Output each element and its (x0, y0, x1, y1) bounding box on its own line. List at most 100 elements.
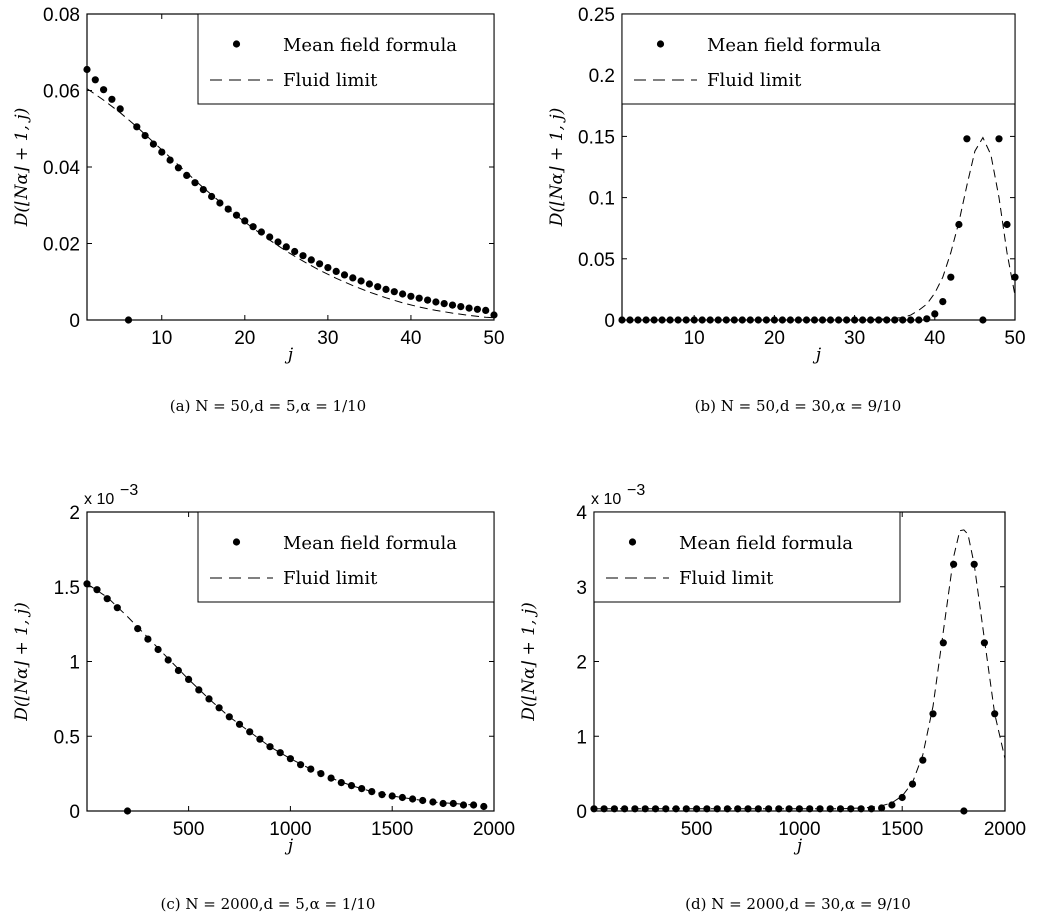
mean-field-point (398, 793, 406, 802)
mean-field-point (672, 805, 680, 813)
mean-field-point (390, 288, 398, 296)
mean-field-point (133, 123, 141, 131)
y-tick-label: 3 (576, 578, 587, 599)
mean-field-point (358, 785, 366, 793)
mean-field-point (898, 793, 906, 802)
mean-field-point (241, 217, 249, 225)
mean-field-point (618, 316, 626, 324)
mean-field-point (337, 779, 345, 787)
mean-field-point (191, 179, 199, 187)
y-tick-label: 1 (69, 653, 80, 674)
mean-field-point (795, 805, 804, 813)
mean-field-point (600, 805, 608, 813)
mean-field-point (205, 695, 213, 703)
mean-field-point (693, 805, 701, 813)
mean-field-point (713, 805, 721, 813)
mean-field-point (297, 761, 305, 769)
panel-caption: (a) N = 50,d = 5,α = 1/10 (170, 397, 366, 415)
panel-caption: (b) N = 50,d = 30,α = 9/10 (695, 397, 902, 415)
mean-field-point (174, 666, 182, 675)
legend-box (197, 511, 495, 603)
x-tick-label: 1000 (269, 819, 311, 840)
y-tick-label: 0.04 (43, 158, 80, 179)
legend-label: Mean field formula (707, 35, 881, 56)
mean-field-point (276, 749, 284, 757)
mean-field-point (754, 316, 762, 324)
mean-field-point (929, 710, 937, 718)
x-axis-label: j (284, 836, 294, 856)
mean-field-point (174, 164, 182, 172)
mean-field-point (650, 316, 658, 324)
mean-field-point (144, 635, 152, 643)
mean-field-point (266, 743, 274, 751)
mean-field-point (995, 135, 1003, 143)
mean-field-point (826, 316, 835, 324)
mean-field-point (429, 798, 437, 806)
legend: Mean field formula Fluid limit (593, 511, 901, 603)
chart-panel-d: 500 1000 1500 2000 0 1 2 3 4x 10 −3 j D(⌊Nα⌋ + 1, j… (519, 482, 1026, 913)
y-multiplier-exponent: −3 (120, 482, 138, 499)
panel-caption: (d) N = 2000,d = 30,α = 9/10 (685, 895, 911, 913)
y-tick-label: 1.5 (54, 578, 80, 599)
mean-field-point (794, 316, 803, 324)
mean-field-point (480, 802, 488, 811)
legend-box (197, 13, 495, 105)
mean-field-point (746, 316, 754, 324)
mean-field-point (802, 316, 811, 324)
mean-field-point (473, 305, 481, 313)
y-tick-label: 0.5 (54, 727, 80, 748)
mean-field-point (340, 271, 349, 279)
x-tick-label: 500 (173, 819, 205, 840)
mean-field-point (915, 316, 923, 324)
mean-field-point (299, 252, 307, 260)
mean-field-point (470, 801, 478, 809)
mean-field-point (224, 205, 232, 213)
mean-field-point (307, 765, 315, 773)
mean-field-point (365, 280, 373, 288)
series-group (87, 583, 484, 807)
mean-field-point (235, 720, 244, 728)
x-tick-label: 50 (1004, 328, 1025, 349)
fluid-limit-line (87, 583, 484, 807)
mean-field-point (185, 675, 193, 684)
mean-field-point (465, 304, 473, 312)
mean-field-point (806, 805, 814, 813)
x-axis-label: j (284, 345, 294, 365)
y-axis-label: D(⌊Nα⌋ + 1, j) (547, 108, 567, 227)
y-multiplier-label: x 10 (84, 491, 114, 508)
mean-field-point (835, 316, 843, 324)
mean-field-point (878, 804, 886, 812)
mean-field-point (744, 805, 752, 813)
mean-field-point (666, 316, 674, 324)
x-tick-label: 500 (681, 819, 713, 840)
mean-field-point (590, 805, 598, 813)
mean-field-point (246, 728, 254, 736)
mean-field-point (826, 805, 834, 813)
legend-label: Fluid limit (707, 70, 802, 91)
mean-field-point (154, 645, 162, 654)
mean-field-point (166, 156, 174, 164)
mean-field-point (317, 770, 325, 778)
mean-field-point (867, 805, 876, 813)
mean-field-point (249, 223, 257, 231)
chart-panel-c: 500 1000 1500 2000 0 0.5 1 1.5 2x 10 −3 j D(⌊Nα⌋ + … (12, 482, 515, 913)
y-tick-label: 0 (69, 311, 80, 332)
mean-field-point (706, 316, 714, 324)
mean-field-point (641, 805, 649, 813)
mean-field-point (955, 220, 963, 229)
mean-field-point (490, 311, 498, 319)
mean-field-point (1003, 220, 1011, 229)
mean-field-point (349, 274, 357, 282)
legend-label: Fluid limit (283, 70, 378, 91)
mean-field-point (859, 316, 867, 324)
mean-field-point (888, 801, 896, 809)
mean-field-point (816, 805, 824, 813)
legend-marker-dot (232, 538, 241, 546)
legend-label: Mean field formula (283, 533, 457, 554)
y-tick-label: 0.15 (578, 127, 615, 148)
mean-field-point (286, 755, 294, 763)
mean-field-point (939, 639, 947, 647)
legend-label: Fluid limit (283, 568, 378, 589)
y-multiplier-label: x 10 (591, 491, 621, 508)
mean-field-point (642, 316, 650, 324)
